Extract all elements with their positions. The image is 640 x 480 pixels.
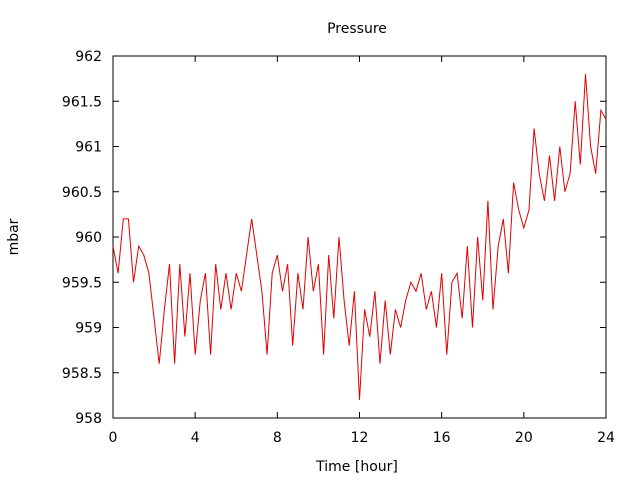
y-tick-label: 959 [75, 321, 102, 337]
x-axis-ticks: 0 4 8 12 16 20 24 [109, 56, 615, 446]
y-tick-label: 958 [75, 411, 102, 427]
y-tick-label: 960.5 [62, 185, 102, 201]
pressure-series-line [112, 74, 607, 400]
x-tick-label: 12 [351, 430, 369, 446]
x-tick-label: 0 [109, 430, 118, 446]
y-tick-label: 959.5 [62, 275, 102, 291]
y-tick-label: 958.5 [62, 366, 102, 382]
y-axis-ticks: 958 958.5 959 959.5 960 960.5 961 961.5 962 [62, 49, 606, 427]
y-tick-label: 961 [75, 140, 102, 156]
y-axis-label: mbar [6, 218, 22, 255]
chart-title: Pressure [327, 21, 387, 37]
plot-frame [112, 55, 607, 419]
x-tick-label: 4 [191, 430, 200, 446]
x-tick-label: 8 [273, 430, 282, 446]
y-tick-label: 961.5 [62, 94, 102, 110]
y-tick-label: 960 [75, 230, 102, 246]
x-axis-label: Time [hour] [315, 459, 398, 475]
x-tick-label: 24 [597, 430, 615, 446]
x-tick-label: 16 [433, 430, 451, 446]
x-tick-label: 20 [515, 430, 533, 446]
y-tick-label: 962 [75, 49, 102, 65]
